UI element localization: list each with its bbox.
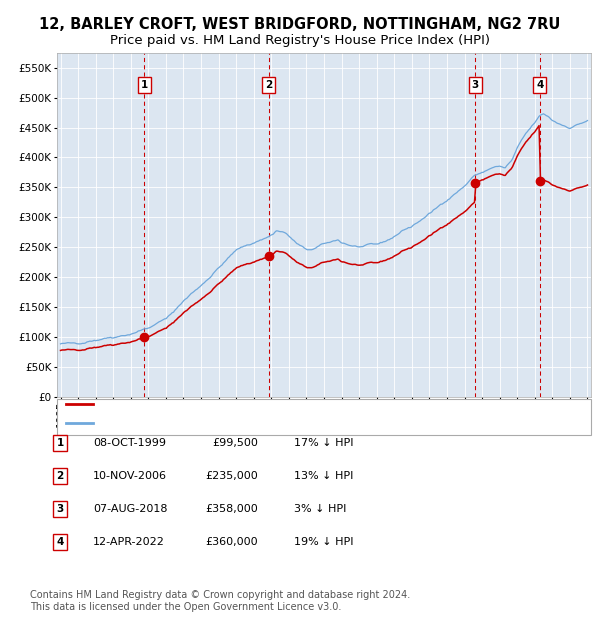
- Text: 08-OCT-1999: 08-OCT-1999: [93, 438, 166, 448]
- Text: This data is licensed under the Open Government Licence v3.0.: This data is licensed under the Open Gov…: [30, 602, 341, 612]
- Text: Price paid vs. HM Land Registry's House Price Index (HPI): Price paid vs. HM Land Registry's House …: [110, 34, 490, 47]
- Text: 2: 2: [56, 471, 64, 481]
- Text: £235,000: £235,000: [205, 471, 258, 481]
- Text: £358,000: £358,000: [205, 504, 258, 514]
- Text: HPI: Average price, detached house, Rushcliffe: HPI: Average price, detached house, Rush…: [97, 418, 358, 428]
- Text: 10-NOV-2006: 10-NOV-2006: [93, 471, 167, 481]
- Text: 12, BARLEY CROFT, WEST BRIDGFORD, NOTTINGHAM, NG2 7RU (detached house): 12, BARLEY CROFT, WEST BRIDGFORD, NOTTIN…: [97, 399, 554, 409]
- Text: 3: 3: [56, 504, 64, 514]
- Text: 19% ↓ HPI: 19% ↓ HPI: [294, 537, 353, 547]
- Text: 1: 1: [140, 81, 148, 91]
- Text: 12-APR-2022: 12-APR-2022: [93, 537, 165, 547]
- Text: 4: 4: [56, 537, 64, 547]
- Text: 13% ↓ HPI: 13% ↓ HPI: [294, 471, 353, 481]
- Text: 1: 1: [56, 438, 64, 448]
- Text: £99,500: £99,500: [212, 438, 258, 448]
- Text: £360,000: £360,000: [205, 537, 258, 547]
- Text: 12, BARLEY CROFT, WEST BRIDGFORD, NOTTINGHAM, NG2 7RU: 12, BARLEY CROFT, WEST BRIDGFORD, NOTTIN…: [40, 17, 560, 32]
- Text: 4: 4: [536, 81, 544, 91]
- Text: 3% ↓ HPI: 3% ↓ HPI: [294, 504, 346, 514]
- Text: 3: 3: [472, 81, 479, 91]
- Text: 07-AUG-2018: 07-AUG-2018: [93, 504, 167, 514]
- Text: 17% ↓ HPI: 17% ↓ HPI: [294, 438, 353, 448]
- Text: 2: 2: [265, 81, 272, 91]
- Text: Contains HM Land Registry data © Crown copyright and database right 2024.: Contains HM Land Registry data © Crown c…: [30, 590, 410, 600]
